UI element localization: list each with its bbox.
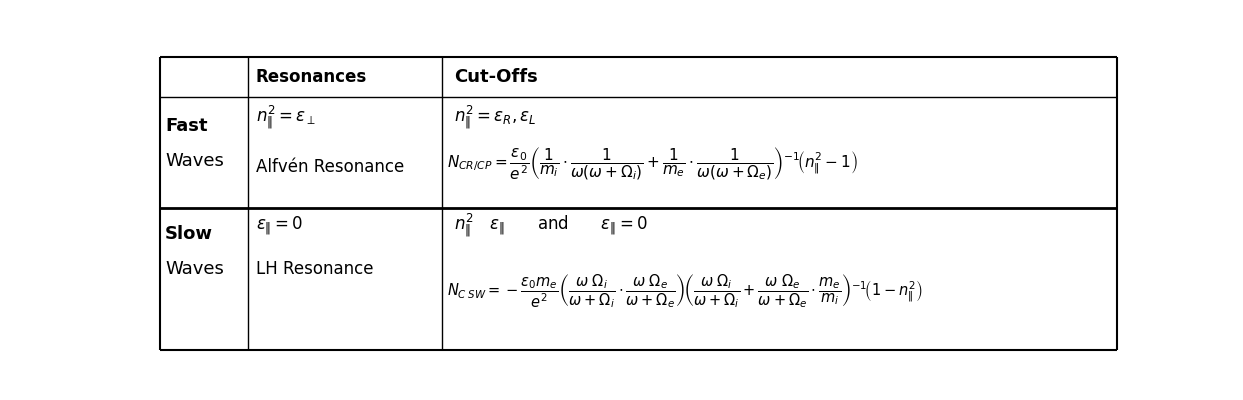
Text: $n_{\|}^{2} = \varepsilon_{\perp}$: $n_{\|}^{2} = \varepsilon_{\perp}$ [256,104,316,131]
Text: Alfvén Resonance: Alfvén Resonance [256,158,404,176]
Text: $N_{C\;SW} = -\dfrac{\varepsilon_{0}m_{e}}{e^{2}}\left(\dfrac{\omega\;\Omega_{i}: $N_{C\;SW} = -\dfrac{\varepsilon_{0}m_{e… [447,272,922,310]
Text: Cut-Offs: Cut-Offs [454,68,538,86]
Text: $n_{\|}^{2} = \varepsilon_{R}, \varepsilon_{L}$: $n_{\|}^{2} = \varepsilon_{R}, \varepsil… [454,104,537,131]
Text: Waves: Waves [165,152,224,170]
Text: Waves: Waves [165,260,224,278]
Text: Resonances: Resonances [256,68,367,86]
Text: LH Resonance: LH Resonance [256,260,373,278]
Text: $N_{CR/CP} = \dfrac{\varepsilon_{0}}{e^{2}}\left(\dfrac{1}{m_{i}}\cdot\dfrac{1}{: $N_{CR/CP} = \dfrac{\varepsilon_{0}}{e^{… [447,146,858,182]
Text: $n_{\|}^{2}\quad \varepsilon_{\|}\qquad\mathrm{and}\qquad\varepsilon_{\|} = 0$: $n_{\|}^{2}\quad \varepsilon_{\|}\qquad\… [454,212,648,239]
Text: Slow: Slow [165,225,213,243]
Text: Fast: Fast [165,117,208,135]
Text: $\varepsilon_{\|} = 0$: $\varepsilon_{\|} = 0$ [256,214,303,236]
